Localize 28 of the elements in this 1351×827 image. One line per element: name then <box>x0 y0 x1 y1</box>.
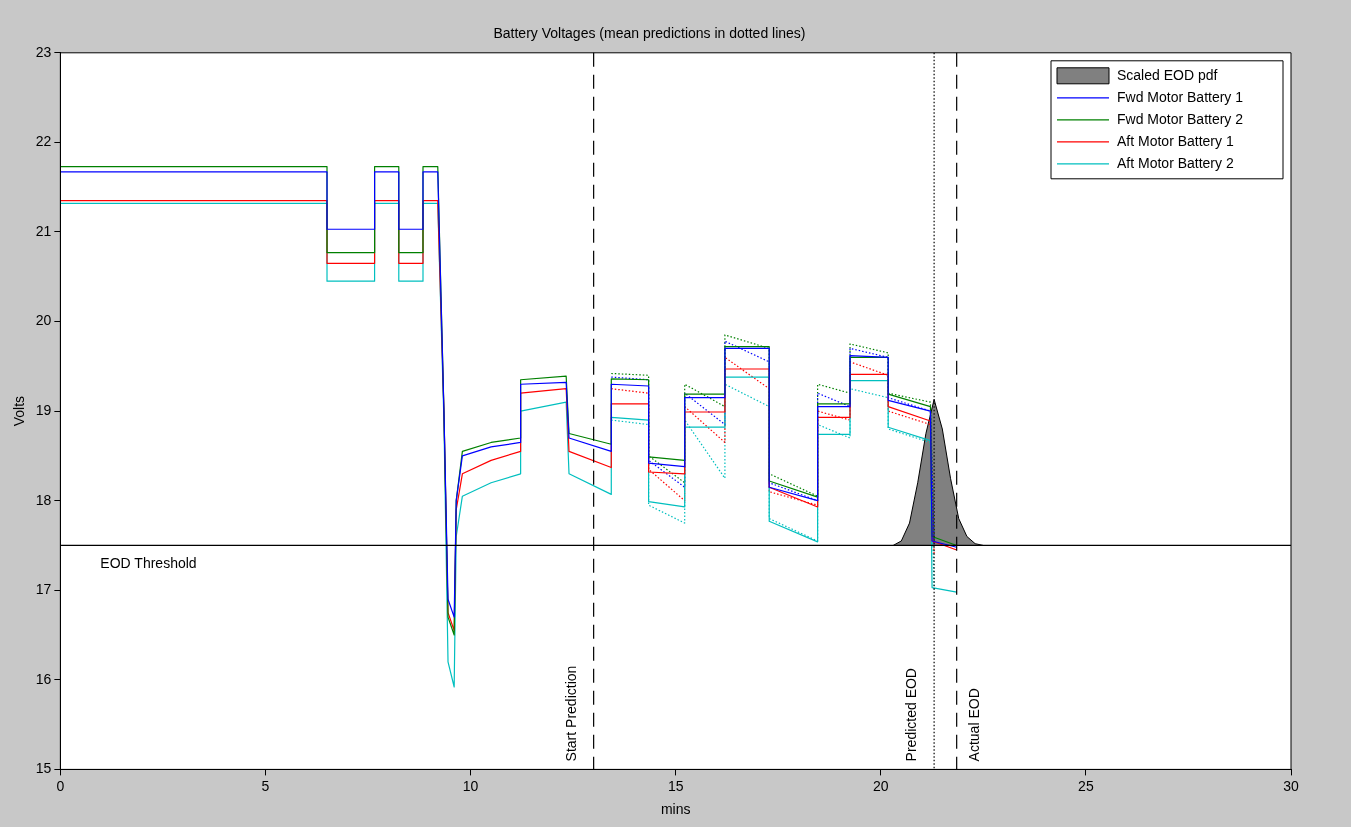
legend-label: Aft Motor Battery 2 <box>1117 154 1234 171</box>
y-tick-label: 17 <box>35 581 52 598</box>
x-tick-label: 0 <box>56 777 65 794</box>
y-tick-label: 18 <box>35 491 52 508</box>
y-tick-label: 15 <box>35 760 52 777</box>
x-tick-label: 30 <box>1283 777 1299 794</box>
x-tick-label: 10 <box>462 777 479 794</box>
legend-label: Scaled EOD pdf <box>1117 66 1218 83</box>
ref-line-label: Start Prediction <box>562 665 579 762</box>
legend-label: Fwd Motor Battery 1 <box>1117 88 1244 105</box>
legend-label: Aft Motor Battery 1 <box>1117 132 1234 149</box>
x-tick-label: 25 <box>1078 777 1094 794</box>
y-tick-label: 23 <box>35 43 52 60</box>
legend-label: Fwd Motor Battery 2 <box>1117 110 1244 127</box>
x-tick-label: 5 <box>261 777 270 794</box>
ref-line-label: Actual EOD <box>965 688 982 762</box>
x-tick-label: 15 <box>667 777 684 794</box>
x-axis-title: mins <box>660 801 691 818</box>
ref-line-label: Predicted EOD <box>902 668 919 762</box>
y-tick-label: 19 <box>35 401 52 418</box>
y-tick-label: 22 <box>35 133 52 150</box>
chart-title: Battery Voltages (mean predictions in dotted lines) <box>493 25 806 42</box>
x-tick-label: 20 <box>873 777 889 794</box>
y-tick-label: 20 <box>35 312 52 329</box>
y-tick-label: 16 <box>35 670 52 687</box>
y-axis-title: Volts <box>11 395 28 427</box>
y-tick-label: 21 <box>35 222 52 239</box>
ref-line-label: EOD Threshold <box>100 555 197 572</box>
